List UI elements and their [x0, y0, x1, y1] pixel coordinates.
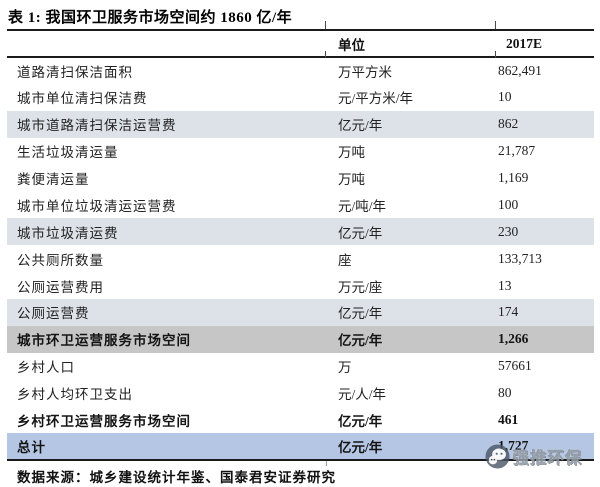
row-unit: 万平方米	[338, 64, 392, 80]
market-space-table: 单位 2017E 道路清扫保洁面积 万平方米 862,491 城市单位清扫保洁费 元/平…	[7, 21, 594, 467]
data-table: 单位 2017E 道路清扫保洁面积 万平方米 862,491 城市单位清扫保洁费 元/平…	[7, 29, 594, 462]
col-header-item	[7, 30, 325, 57]
table-header-row: 单位 2017E	[7, 30, 594, 57]
row-value: 862,491	[498, 62, 542, 78]
row-unit: 亿元/年	[338, 118, 383, 134]
table-row: 公共厕所数量 座 133,713	[7, 245, 594, 272]
row-label: 道路清扫保洁面积	[17, 64, 133, 80]
row-value: 230	[498, 223, 519, 239]
row-value: 80	[498, 385, 512, 401]
row-label: 总计	[17, 440, 46, 456]
table-row: 乡村人均环卫支出 元/人/年 80	[7, 380, 594, 407]
row-unit: 亿元/年	[338, 225, 383, 241]
row-unit: 元/吨/年	[338, 198, 387, 214]
row-label: 城市垃圾清运费	[17, 225, 119, 241]
row-unit: 亿元/年	[338, 414, 383, 430]
col-header-unit: 单位	[338, 37, 365, 53]
table-row: 生活垃圾清运量 万吨 21,787	[7, 138, 594, 165]
data-source-note: 数据来源：城乡建设统计年鉴、国泰君安证券研究	[17, 470, 336, 485]
table-title: 表 1: 我国环卫服务市场空间约 1860 亿/年	[8, 10, 293, 26]
row-value: 174	[498, 304, 519, 320]
column-divider-tick	[325, 21, 326, 29]
row-value: 133,713	[498, 250, 542, 266]
table-row: 粪便清运量 万吨 1,169	[7, 165, 594, 192]
row-label: 城市单位垃圾清运运营费	[17, 198, 177, 214]
table-row: 道路清扫保洁面积 万平方米 862,491	[7, 57, 594, 84]
row-unit: 座	[338, 252, 352, 268]
row-unit: 亿元/年	[338, 306, 383, 322]
row-value: 1,266	[498, 331, 529, 347]
table-row: 公厕运营费用 万元/座 13	[7, 272, 594, 299]
table-row: 城市环卫运营服务市场空间 亿元/年 1,266	[7, 325, 594, 353]
row-value: 21,787	[498, 143, 536, 159]
row-label: 乡村人口	[17, 360, 75, 376]
wechat-account-icon	[485, 443, 510, 469]
row-unit: 万吨	[338, 172, 365, 187]
row-value: 461	[498, 412, 519, 428]
row-label: 乡村人均环卫支出	[17, 387, 133, 403]
row-unit: 万吨	[338, 145, 365, 161]
row-unit: 万	[338, 360, 352, 376]
row-label: 城市道路清扫保洁运营费	[17, 118, 177, 134]
row-value: 1,169	[498, 170, 529, 185]
table-row: 公厕运营费 亿元/年 174	[7, 299, 594, 326]
watermark: 强推环保	[485, 442, 582, 470]
row-value: 10	[498, 89, 512, 105]
column-divider-tick	[326, 461, 327, 467]
row-unit: 亿元/年	[338, 440, 383, 456]
row-label: 粪便清运量	[17, 172, 90, 187]
column-divider-tick	[325, 51, 326, 58]
table-row: 乡村人口 万 57661	[7, 353, 594, 380]
table-row: 城市单位垃圾清运运营费 元/吨/年 100	[7, 191, 594, 218]
row-value: 57661	[498, 358, 532, 374]
table-row: 城市单位清扫保洁费 元/平方米/年 10	[7, 84, 594, 111]
row-label: 乡村环卫运营服务市场空间	[17, 414, 191, 430]
row-unit: 万元/座	[338, 279, 383, 295]
table-row: 乡村环卫运营服务市场空间 亿元/年 461	[7, 407, 594, 434]
row-label: 城市环卫运营服务市场空间	[17, 333, 191, 349]
row-label: 公厕运营费用	[17, 279, 104, 295]
column-divider-tick	[495, 21, 496, 29]
table-row: 城市垃圾清运费 亿元/年 230	[7, 218, 594, 246]
row-label: 城市单位清扫保洁费	[17, 91, 148, 107]
row-label: 公厕运营费	[17, 306, 90, 322]
row-unit: 亿元/年	[338, 333, 383, 349]
row-value: 862	[498, 116, 519, 132]
column-divider-tick	[495, 51, 496, 58]
col-header-2017e: 2017E	[506, 35, 543, 51]
table-row: 城市道路清扫保洁运营费 亿元/年 862	[7, 110, 594, 138]
row-value: 100	[498, 196, 519, 212]
row-unit: 元/人/年	[338, 387, 387, 403]
row-unit: 元/平方米/年	[338, 91, 414, 107]
row-value: 13	[498, 277, 512, 293]
row-label: 公共厕所数量	[17, 252, 104, 268]
watermark-text: 强推环保	[512, 448, 582, 467]
row-label: 生活垃圾清运量	[17, 145, 119, 161]
